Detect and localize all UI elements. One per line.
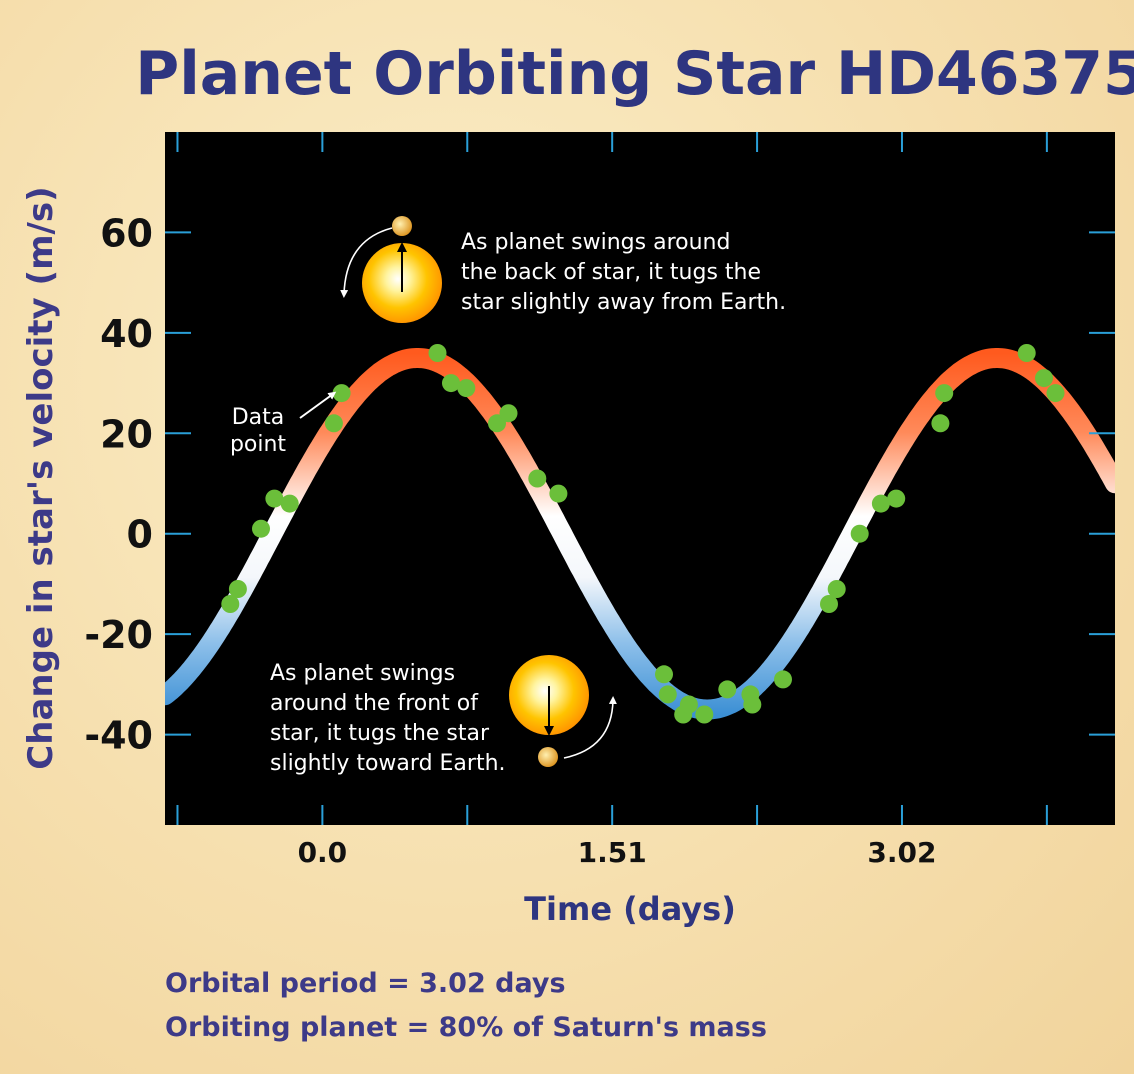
back-of-star-note-line-2: the back of star, it tugs the [461, 260, 761, 285]
data-point [850, 524, 869, 543]
orbit-arrow-icon [340, 227, 393, 298]
data-point [695, 705, 714, 724]
data-point [221, 595, 240, 613]
x-tick-label: 1.51 [578, 836, 647, 869]
orbit-arrow-icon [563, 696, 617, 759]
data-point [324, 414, 343, 433]
y-tick-label: 20 [100, 412, 153, 456]
data-point [1035, 369, 1053, 388]
back-of-star-illustration [340, 216, 442, 323]
data-point [1046, 384, 1065, 403]
data-point [871, 494, 890, 513]
data-point [655, 665, 673, 684]
planet-mass-note: Orbiting planet = 80% of Saturn's mass [165, 1012, 767, 1043]
x-tick-label: 3.02 [867, 836, 936, 869]
data-point [428, 344, 447, 362]
y-tick-label: -20 [84, 613, 153, 657]
chart-title: Planet Orbiting Star HD46375 [135, 39, 1134, 109]
back-of-star-note-line-3: star slightly away from Earth. [461, 290, 786, 315]
front-of-star-note: As planet swings around the front of sta… [270, 661, 506, 776]
data-point [549, 484, 568, 503]
data-point [499, 404, 518, 423]
fit-curve [165, 348, 1115, 720]
front-of-star-note-line-2: around the front of [270, 691, 479, 716]
plot-area [165, 132, 1115, 825]
planet-icon [538, 747, 558, 767]
data-point [228, 580, 247, 598]
front-of-star-illustration [509, 655, 617, 767]
x-tick-label: 0.0 [298, 836, 348, 869]
data-point-callout: Data point [230, 391, 337, 457]
data-point [265, 489, 284, 508]
y-tick-label: 0 [127, 513, 153, 557]
data-point [820, 595, 838, 613]
data-point-callout-line-2: point [230, 432, 286, 457]
data-point [457, 379, 476, 398]
data-point [252, 519, 270, 538]
data-point [718, 680, 737, 699]
data-point [827, 580, 846, 598]
planet-icon [392, 216, 412, 236]
callout-arrow [299, 391, 337, 419]
front-of-star-note-line-1: As planet swings [270, 661, 455, 686]
data-point [528, 469, 547, 488]
y-tick-label: 40 [100, 312, 153, 356]
data-point [935, 384, 954, 403]
y-tick-label: 60 [100, 211, 153, 255]
orbital-period-note: Orbital period = 3.02 days [165, 968, 566, 999]
back-of-star-note: As planet swings around the back of star… [461, 230, 786, 315]
front-of-star-note-line-3: star, it tugs the star [270, 721, 490, 746]
data-point [1017, 344, 1036, 362]
back-of-star-note-line-1: As planet swings around [461, 230, 730, 255]
data-point [442, 374, 460, 393]
data-point [931, 414, 950, 433]
data-point [887, 489, 906, 508]
x-axis-label: Time (days) [524, 890, 736, 928]
data-point [774, 670, 792, 689]
data-point [743, 695, 762, 714]
y-axis-label: Change in star's velocity (m/s) [21, 186, 61, 769]
data-point [658, 685, 677, 704]
front-of-star-note-line-4: slightly toward Earth. [270, 751, 506, 776]
data-point [679, 695, 698, 714]
data-point [280, 494, 299, 513]
data-point-callout-line-1: Data [232, 405, 285, 430]
y-tick-label: -40 [84, 714, 153, 758]
data-point [332, 384, 351, 403]
